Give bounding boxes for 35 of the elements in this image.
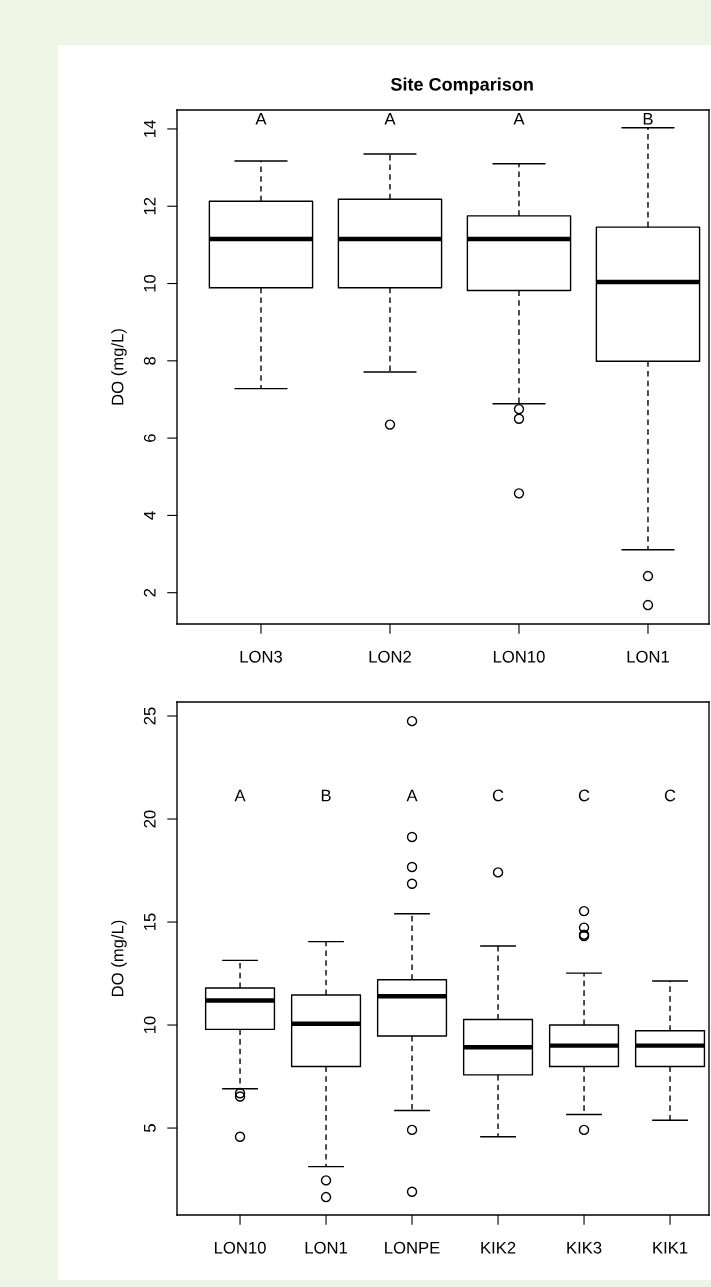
- annotation: A: [384, 113, 396, 125]
- y-tick-label: 12: [143, 197, 156, 215]
- y-tick-label: 15: [144, 913, 156, 931]
- y-tick-label: 10: [143, 1016, 156, 1034]
- annotation: A: [513, 113, 525, 125]
- x-tick-label: LON1: [627, 650, 669, 663]
- y-tick-label: 8: [143, 356, 156, 365]
- annotation: C: [492, 789, 504, 802]
- x-tick-label: LON10: [493, 650, 545, 663]
- x-tick-label: LON1: [305, 1241, 347, 1254]
- annotation: C: [578, 789, 590, 802]
- y-tick-label: 20: [143, 810, 156, 828]
- x-tick-label: KIK2: [481, 1241, 516, 1254]
- annotation: A: [255, 113, 267, 125]
- y-tick-label: 5: [144, 1124, 156, 1133]
- y-tick-label: 10: [143, 274, 156, 292]
- annotation: B: [643, 113, 653, 125]
- y-tick-label: 4: [144, 511, 156, 520]
- x-tick-label: LON3: [240, 650, 283, 663]
- y-tick-label: 14: [144, 120, 156, 137]
- annotation: C: [664, 789, 676, 802]
- y-tick-label: 2: [143, 588, 156, 597]
- x-tick-label: KIK1: [653, 1242, 688, 1254]
- y-tick-label: 6: [143, 434, 156, 442]
- x-tick-label: LONPE: [385, 1241, 440, 1254]
- y-tick-label: 25: [143, 707, 156, 725]
- x-tick-label: KIK3: [567, 1241, 602, 1254]
- y-axis-title: DO (mg/L): [111, 329, 127, 405]
- annotation: B: [321, 789, 331, 802]
- x-tick-label: LON10: [215, 1241, 266, 1254]
- annotation: A: [234, 789, 246, 802]
- annotation: A: [406, 789, 418, 802]
- y-axis-title: DO (mg/L): [111, 920, 127, 997]
- chart-title: Site Comparison: [390, 77, 533, 95]
- x-tick-label: LON2: [369, 650, 411, 663]
